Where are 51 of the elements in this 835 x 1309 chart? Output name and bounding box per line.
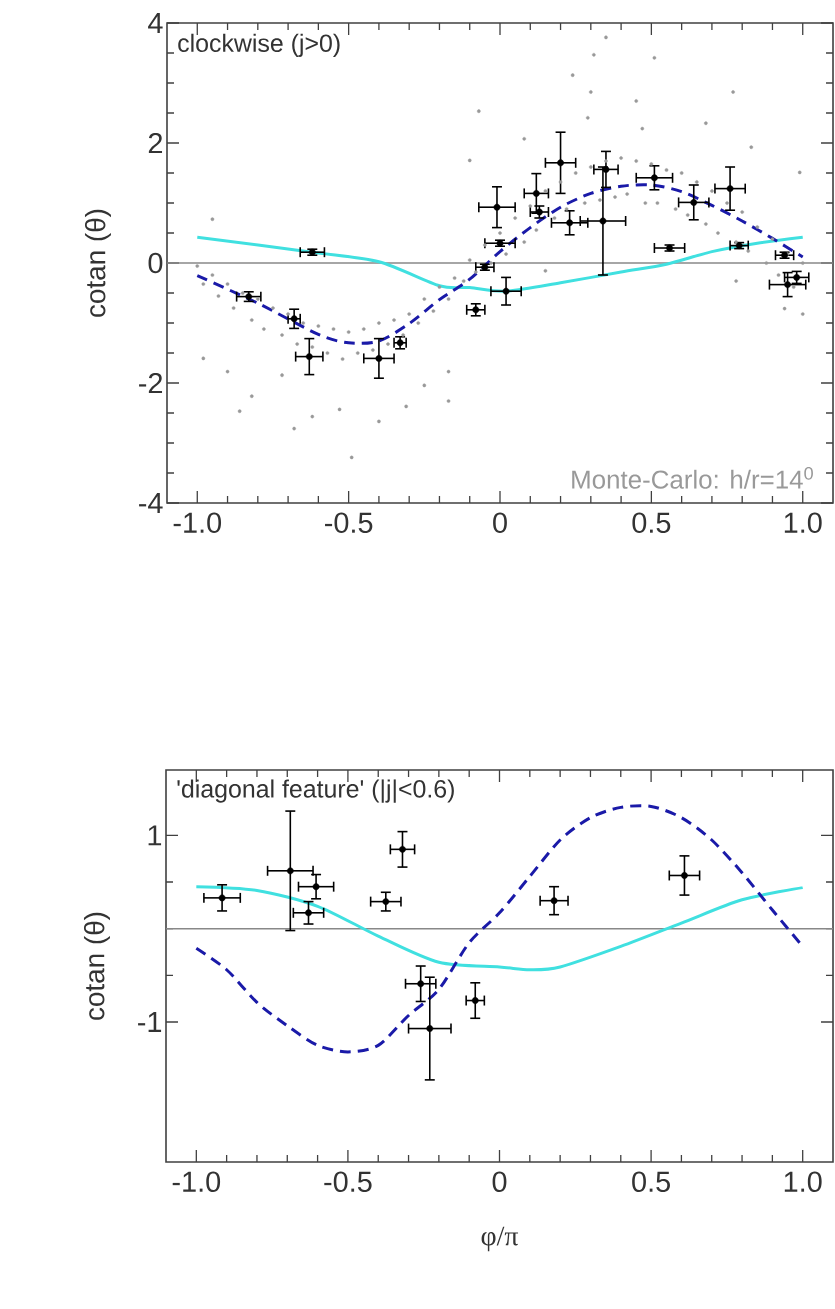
x-tick-label: 0.5 bbox=[632, 512, 671, 533]
line-series bbox=[195, 183, 805, 345]
x-tick-label: -0.5 bbox=[324, 1171, 372, 1192]
point bbox=[726, 185, 734, 192]
point bbox=[375, 355, 383, 362]
y-tick-label: 2 bbox=[148, 132, 163, 154]
point bbox=[566, 219, 574, 227]
x-tick-label: 1.0 bbox=[784, 512, 822, 533]
point bbox=[599, 217, 607, 225]
text: Monte-Carlo: h/r=14$^{0}$ bbox=[572, 466, 813, 489]
point bbox=[690, 199, 698, 206]
x-tick-label: -1.0 bbox=[173, 512, 222, 533]
annotation: clockwise (j>0) bbox=[178, 33, 340, 57]
point bbox=[550, 897, 558, 905]
point bbox=[784, 281, 791, 288]
y-tick-label: 4 bbox=[148, 13, 163, 33]
y-tick-label: -2 bbox=[139, 372, 163, 394]
y-tick-label: 0 bbox=[148, 252, 163, 274]
x-tick-label: 0.5 bbox=[632, 1171, 670, 1192]
line-series bbox=[194, 885, 805, 972]
point bbox=[426, 1025, 434, 1032]
point bbox=[557, 159, 564, 167]
point bbox=[602, 166, 610, 173]
point bbox=[532, 190, 540, 197]
line-series bbox=[195, 235, 805, 293]
point bbox=[651, 174, 658, 182]
x-tick-label: 0 bbox=[493, 512, 507, 533]
x-tick-label: 0 bbox=[492, 1171, 507, 1192]
point bbox=[399, 845, 406, 853]
point bbox=[417, 980, 425, 988]
point bbox=[382, 898, 390, 905]
y-tick-label: -1 bbox=[138, 1012, 162, 1032]
y-tick-label: 1 bbox=[148, 825, 162, 846]
x-tick-label: 1.0 bbox=[784, 1171, 822, 1192]
y-axis-title: cotan (θ) bbox=[84, 209, 111, 317]
point bbox=[681, 872, 688, 879]
x-tick-label: -1.0 bbox=[172, 1171, 221, 1192]
point bbox=[312, 883, 320, 891]
x-axis-title: φ/π bbox=[481, 1226, 519, 1252]
annotation: 'diagonal feature' (|j|<0.6) bbox=[177, 779, 454, 803]
point bbox=[218, 894, 226, 902]
point bbox=[305, 909, 312, 917]
point bbox=[286, 867, 294, 875]
point bbox=[471, 997, 479, 1004]
point bbox=[502, 287, 510, 295]
point bbox=[493, 203, 501, 211]
point bbox=[305, 353, 313, 360]
y-axis-title: cotan (θ) bbox=[83, 912, 110, 1020]
y-tick-label: -4 bbox=[139, 493, 163, 513]
x-tick-label: -0.5 bbox=[325, 512, 373, 533]
point bbox=[793, 274, 801, 281]
